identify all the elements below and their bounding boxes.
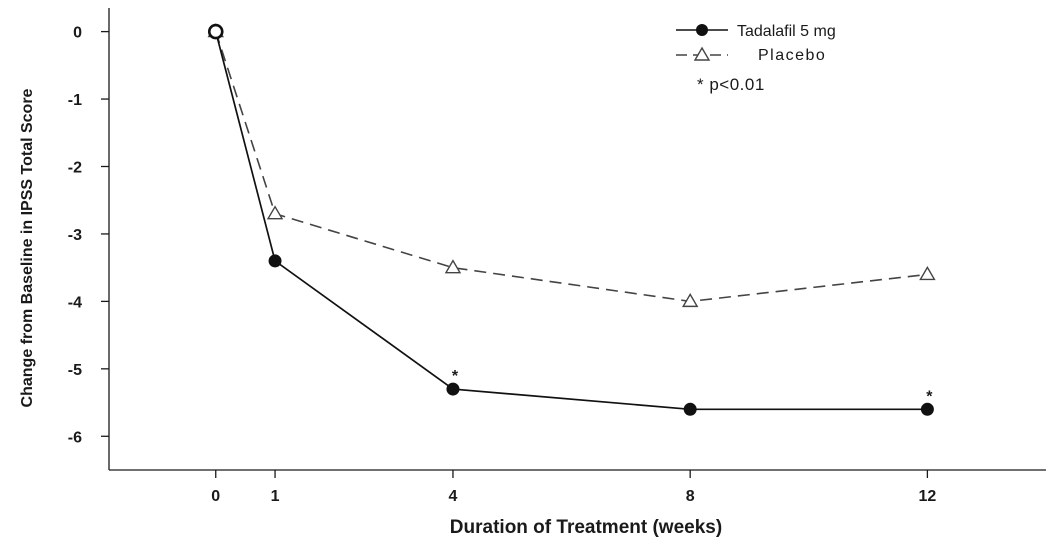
legend-item-tadalafil: Tadalafil 5 mg xyxy=(676,23,836,40)
placebo-point xyxy=(444,259,462,274)
series-layer: ** xyxy=(207,23,936,416)
x-tick-label: 0 xyxy=(211,488,220,505)
x-tick-label: 1 xyxy=(271,488,280,505)
y-tick-label: -1 xyxy=(68,92,82,109)
y-axis-title: Change from Baseline in IPSS Total Score xyxy=(19,88,36,407)
placebo-point xyxy=(266,205,284,220)
tadalafil-point xyxy=(268,254,282,268)
placebo-point xyxy=(919,266,936,281)
legend-marker-tadalafil xyxy=(696,24,708,36)
tadalafil-point xyxy=(920,402,934,416)
placebo-point xyxy=(681,292,699,308)
x-axis-ticks: 0 1 4 8 12 xyxy=(211,470,936,505)
tadalafil-point xyxy=(207,23,224,40)
y-tick-label: -5 xyxy=(68,362,82,379)
x-axis-title: Duration of Treatment (weeks) xyxy=(450,517,722,538)
y-tick-label: 0 xyxy=(73,25,82,42)
legend: Tadalafil 5 mg Placebo * p<0.01 xyxy=(676,23,836,94)
y-tick-label: -2 xyxy=(68,159,82,176)
x-tick-label: 8 xyxy=(686,488,695,505)
tadalafil-point xyxy=(446,382,460,396)
legend-label-placebo: Placebo xyxy=(758,47,826,64)
significance-note: * p<0.01 xyxy=(697,75,765,94)
y-axis-ticks: 0 -1 -2 -3 -4 -5 -6 xyxy=(68,25,109,446)
x-tick-label: 4 xyxy=(449,488,458,505)
tadalafil-point xyxy=(683,402,697,416)
y-tick-label: -4 xyxy=(68,294,82,311)
placebo-line xyxy=(214,31,928,303)
significance-star: * xyxy=(452,368,459,385)
y-tick-label: -3 xyxy=(68,227,82,244)
y-tick-label: -6 xyxy=(68,429,82,446)
tadalafil-line xyxy=(214,31,928,411)
legend-label-tadalafil: Tadalafil 5 mg xyxy=(737,23,836,40)
plot-frame xyxy=(108,8,1046,471)
legend-item-placebo: Placebo xyxy=(676,46,826,64)
significance-star: * xyxy=(926,388,933,405)
x-tick-label: 12 xyxy=(918,488,936,505)
legend-marker-placebo xyxy=(693,46,711,61)
